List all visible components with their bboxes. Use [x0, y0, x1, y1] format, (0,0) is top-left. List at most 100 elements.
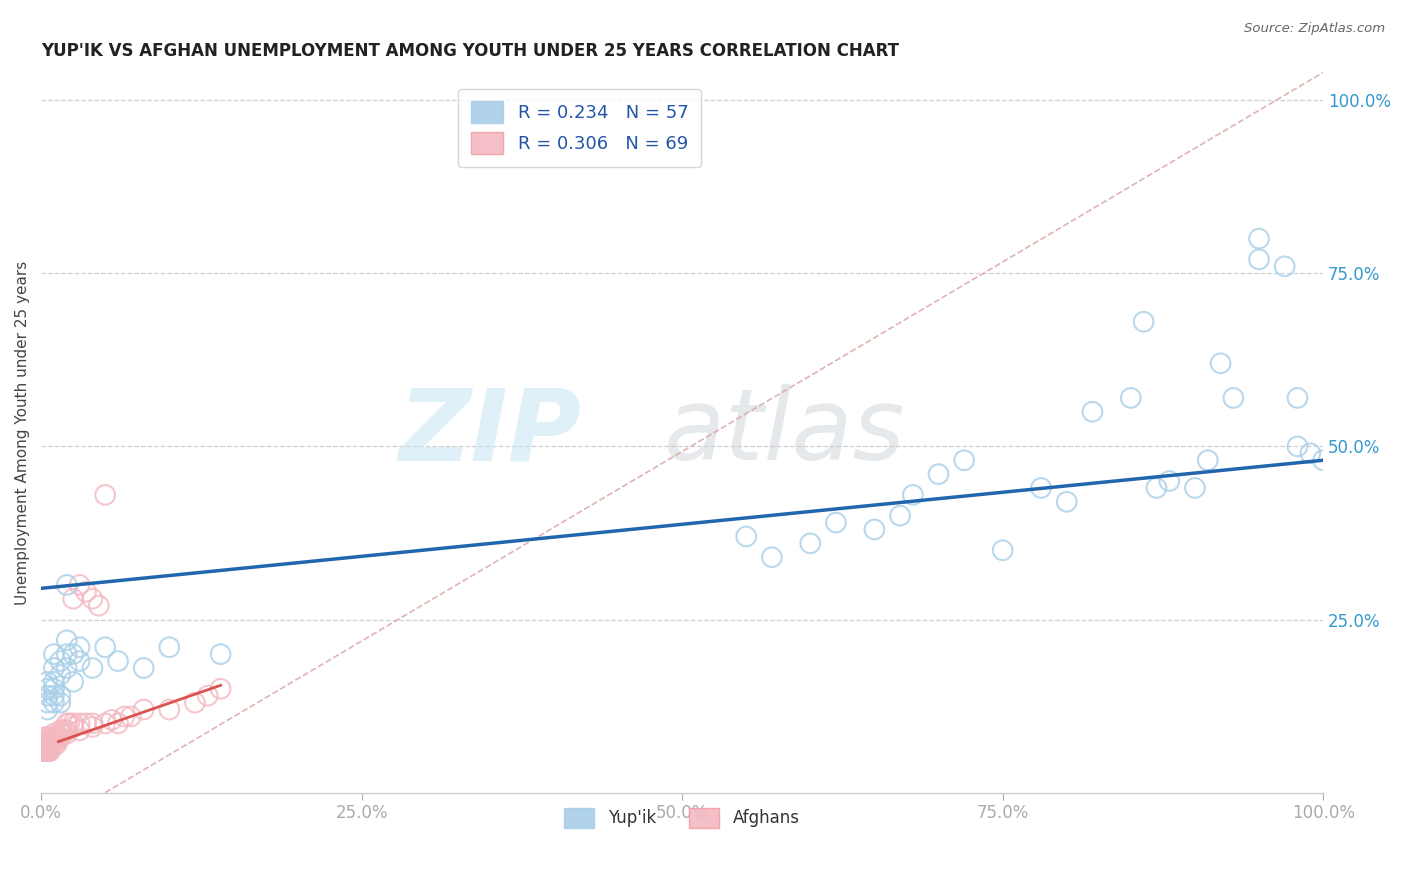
Point: [120, 709, 142, 723]
Point: [52, 727, 75, 741]
Text: ZIP: ZIP: [398, 384, 581, 481]
Point: [34, 744, 56, 758]
Point: [42, 647, 65, 661]
Point: [42, 674, 65, 689]
Point: [34, 740, 56, 755]
Point: [58, 716, 80, 731]
Point: [1029, 481, 1052, 495]
Point: [799, 536, 821, 550]
Point: [39, 737, 62, 751]
Point: [69, 640, 91, 655]
Point: [35, 740, 58, 755]
Point: [197, 689, 219, 703]
Point: [75, 716, 97, 731]
Point: [107, 716, 129, 731]
Point: [37, 674, 59, 689]
Point: [35, 740, 58, 755]
Point: [82, 720, 104, 734]
Point: [114, 709, 136, 723]
Point: [107, 654, 129, 668]
Point: [1312, 453, 1334, 467]
Point: [157, 640, 180, 655]
Point: [35, 740, 58, 755]
Point: [69, 578, 91, 592]
Point: [37, 689, 59, 703]
Legend: Yup'ik, Afghans: Yup'ik, Afghans: [558, 801, 807, 835]
Point: [46, 731, 69, 745]
Point: [42, 661, 65, 675]
Point: [35, 740, 58, 755]
Point: [825, 516, 848, 530]
Point: [37, 731, 59, 745]
Point: [69, 723, 91, 738]
Point: [35, 740, 58, 755]
Point: [42, 681, 65, 696]
Point: [55, 716, 77, 731]
Point: [209, 681, 232, 696]
Point: [37, 702, 59, 716]
Point: [38, 740, 60, 755]
Point: [35, 740, 58, 755]
Point: [55, 727, 77, 741]
Point: [38, 744, 60, 758]
Point: [1146, 481, 1168, 495]
Point: [62, 647, 84, 661]
Point: [62, 674, 84, 689]
Point: [34, 737, 56, 751]
Point: [35, 740, 58, 755]
Point: [1286, 391, 1309, 405]
Point: [991, 543, 1014, 558]
Point: [41, 740, 63, 755]
Point: [1247, 232, 1270, 246]
Point: [49, 689, 72, 703]
Point: [49, 731, 72, 745]
Point: [32, 737, 55, 751]
Point: [1056, 495, 1078, 509]
Point: [1222, 391, 1244, 405]
Point: [62, 716, 84, 731]
Point: [94, 488, 117, 502]
Point: [761, 550, 783, 565]
Point: [35, 740, 58, 755]
Point: [82, 716, 104, 731]
Point: [1247, 252, 1270, 267]
Point: [35, 731, 58, 745]
Point: [35, 740, 58, 755]
Point: [35, 740, 58, 755]
Y-axis label: Unemployment Among Youth under 25 years: Unemployment Among Youth under 25 years: [15, 260, 30, 605]
Point: [55, 578, 77, 592]
Point: [37, 737, 59, 751]
Point: [94, 640, 117, 655]
Point: [735, 529, 758, 543]
Point: [41, 737, 63, 751]
Point: [39, 744, 62, 758]
Point: [184, 696, 207, 710]
Point: [35, 737, 58, 751]
Point: [35, 740, 58, 755]
Point: [55, 661, 77, 675]
Point: [82, 661, 104, 675]
Point: [35, 740, 58, 755]
Point: [69, 716, 91, 731]
Point: [34, 731, 56, 745]
Point: [37, 740, 59, 755]
Point: [37, 696, 59, 710]
Point: [35, 740, 58, 755]
Point: [1184, 481, 1206, 495]
Point: [889, 508, 911, 523]
Point: [1081, 405, 1104, 419]
Point: [75, 584, 97, 599]
Point: [953, 453, 976, 467]
Point: [1159, 474, 1181, 488]
Point: [87, 599, 110, 613]
Point: [42, 731, 65, 745]
Point: [35, 740, 58, 755]
Point: [82, 591, 104, 606]
Point: [35, 740, 58, 755]
Point: [62, 591, 84, 606]
Point: [35, 740, 58, 755]
Point: [69, 654, 91, 668]
Text: YUP'IK VS AFGHAN UNEMPLOYMENT AMONG YOUTH UNDER 25 YEARS CORRELATION CHART: YUP'IK VS AFGHAN UNEMPLOYMENT AMONG YOUT…: [41, 42, 898, 60]
Point: [49, 668, 72, 682]
Point: [49, 696, 72, 710]
